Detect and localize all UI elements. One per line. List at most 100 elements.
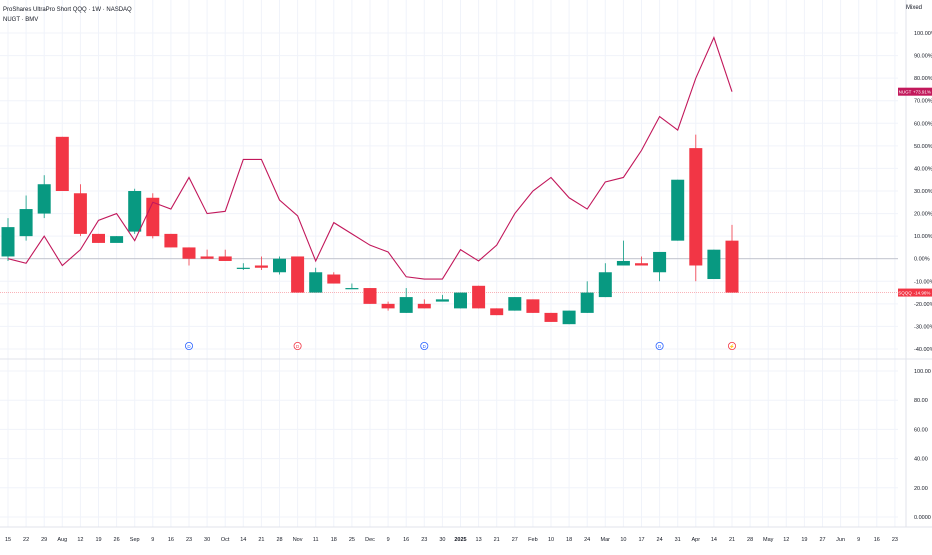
candle [1,218,15,261]
nugt-price-tag-value-bg [912,87,932,96]
event-circle [420,341,429,350]
candle [110,236,124,243]
x-tick-label: 23 [892,537,898,543]
candle-body [399,297,413,313]
candle [254,256,268,270]
candle-body [472,285,486,309]
sqqq-price-tag-value-bg [912,288,932,297]
candle [345,283,359,290]
candle-body [73,193,87,234]
candle-body [110,236,124,243]
scale-mode-button[interactable]: Mixed [905,5,922,11]
x-tick-label: 21 [729,537,735,543]
candle [508,297,522,311]
candle-body [381,303,395,309]
x-tick-label: 14 [711,537,717,543]
candle [689,134,703,282]
candle [182,247,196,266]
candle [399,288,413,313]
candle [490,308,504,316]
candle-body [218,256,232,261]
y-tick-label: 70.00% [914,99,932,105]
x-tick-label: Dec [365,537,375,543]
x-tick-label: 25 [349,537,355,543]
candle-body [309,272,323,293]
x-tick-label: Aug [57,537,67,543]
x-tick-label: May [763,537,774,543]
event-circle [728,341,737,350]
candle [526,299,540,313]
candle-body [725,240,739,293]
nugt-price-tag-symbol-bg [898,87,912,96]
x-tick-label: 24 [657,537,663,543]
candle [725,224,739,293]
x-tick-label: 16 [168,537,174,543]
x-tick-label: Mar [601,537,611,543]
x-tick-label: 24 [584,537,590,543]
dividend-event-icon[interactable]: D [293,341,302,350]
y-tick-label: -20.00% [914,302,932,308]
x-tick-label: 14 [240,537,246,543]
candle-body [454,292,467,309]
grid [0,0,898,527]
x-tick-label: 15 [5,537,11,543]
time-axis[interactable]: 15 22 29 Aug 12 19 26 Sep 9 16 23 30 Oct 14 21 28 Nov 11 1… [5,537,898,543]
dividend-event-icon[interactable]: D [420,341,429,350]
candle-body [19,209,33,237]
x-tick-label: 9 [151,537,154,543]
candle [653,251,667,282]
candle [200,249,214,259]
candle [73,184,87,237]
candle-body [544,312,558,322]
x-tick-label: 13 [476,537,482,543]
y-tick-label: 90.00% [914,54,932,60]
x-tick-label: Apr [692,537,701,543]
price-axis[interactable]: 100.00% 90.00% 80.00% 70.00% 60.00% 50.00% 40.… [914,31,932,353]
event-circle [184,341,193,350]
candle-body [92,233,105,243]
dividend-event-icon[interactable]: D [184,341,193,350]
x-tick-label: 19 [801,537,807,543]
price-labels: NUGT +73.91% SQQQ -14.96% [898,87,932,297]
x-tick-label: 27 [819,537,825,543]
candle [309,267,323,293]
x-tick-label: Jun [836,537,845,543]
legend-overlay: NUGT · BMV [3,17,39,23]
x-tick-label: 9 [857,537,860,543]
x-tick-label: 19 [95,537,101,543]
candle [417,299,431,309]
split-event-icon[interactable]: ⚡ [728,341,737,350]
candle-body [55,136,69,191]
candle-body [37,184,51,214]
candle-body [435,299,449,302]
x-tick-label: 30 [204,537,210,543]
candle-body [254,265,268,268]
sub-axis[interactable]: 100.00 80.00 60.00 40.00 20.00 0.0000 [914,369,931,521]
x-tick-label: 12 [783,537,789,543]
y-tick-label: -30.00% [914,324,932,330]
nugt-price-tag-symbol: NUGT [899,89,912,94]
x-tick-label: 11 [313,537,319,543]
x-tick-label: 18 [331,537,337,543]
event-symbol: D [423,344,427,349]
candle [19,195,33,241]
x-tick-label: 16 [403,537,409,543]
x-tick-label: 27 [512,537,518,543]
candle [616,240,630,266]
candle-body [1,227,15,257]
event-markers[interactable]: D D D D ⚡ [184,341,737,350]
candle-body [327,274,341,284]
y-tick-label: -10.00% [914,279,932,285]
candle [598,263,612,298]
candles [1,134,739,325]
legend-title: ProShares UltraPro Short QQQ · 1W · NASD… [3,7,132,13]
candle [544,312,558,322]
y-tick-label: -40.00% [914,347,932,353]
candle [55,136,69,191]
candle [291,256,305,293]
dividend-event-icon[interactable]: D [655,341,664,350]
candle [671,179,685,241]
x-tick-label: 31 [675,537,681,543]
